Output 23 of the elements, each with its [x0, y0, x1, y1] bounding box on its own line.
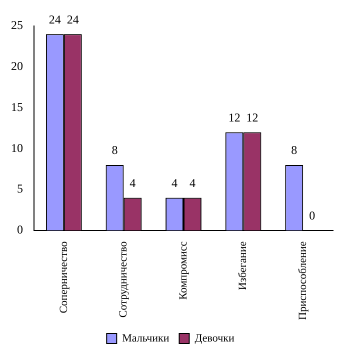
y-tick-label: 25 — [11, 18, 23, 32]
x-tick-label: Компромисс — [177, 241, 190, 300]
data-label: 4 — [172, 176, 178, 190]
data-label: 24 — [66, 12, 79, 26]
y-tick-label: 10 — [11, 140, 23, 155]
x-tick-label: Приспособление — [296, 241, 309, 320]
x-tick-label: Соперничество — [58, 240, 70, 314]
y-tick-label: 20 — [11, 59, 23, 74]
y-tick-label: 15 — [11, 100, 23, 114]
y-tick-label: 5 — [17, 182, 23, 196]
data-label: 4 — [130, 176, 136, 190]
data-label: 24 — [48, 12, 61, 26]
legend-label: Мальчики — [122, 332, 170, 344]
x-tick-label: Избегание — [237, 241, 250, 290]
legend-label: Девочки — [194, 332, 234, 344]
data-label: 12 — [228, 110, 240, 124]
data-label: 0 — [309, 208, 316, 223]
data-label: 4 — [189, 176, 196, 190]
data-label: 8 — [291, 143, 298, 158]
data-label: 8 — [112, 143, 118, 158]
data-label: 12 — [246, 110, 258, 124]
y-tick-label: 0 — [17, 222, 23, 237]
x-tick-label: Сотрудничество — [118, 240, 130, 318]
